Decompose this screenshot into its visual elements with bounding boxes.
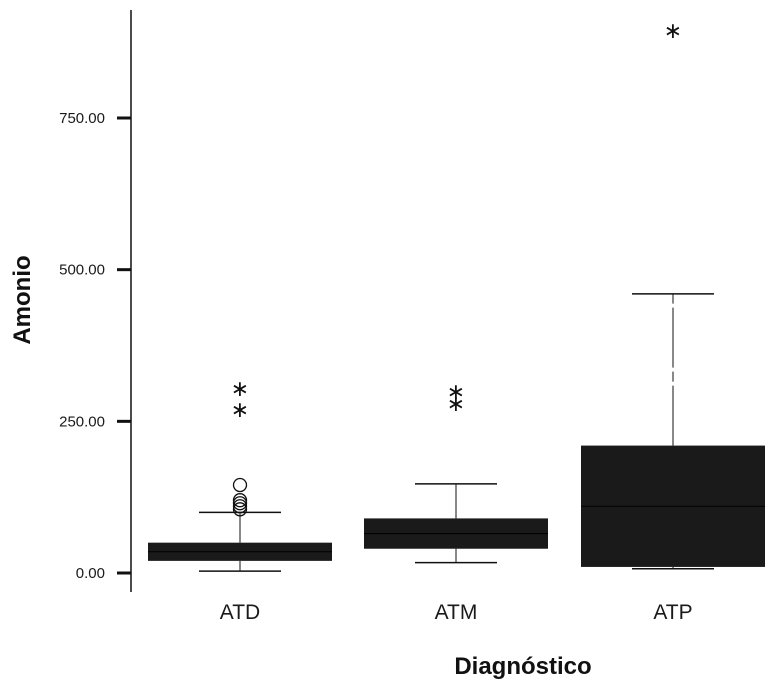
box-group-atd: ∗∗ ATD	[148, 377, 332, 624]
outlier-asterisk: ∗	[231, 377, 249, 402]
y-tick-label: 750.00	[59, 110, 105, 127]
y-tick-label: 250.00	[59, 413, 105, 430]
outlier-circle	[232, 496, 248, 511]
x-category-label: ATP	[653, 601, 692, 624]
outlier-asterisk: ∗	[447, 392, 465, 417]
axes-layer: 0.00 250.00 500.00 750.00	[59, 10, 132, 592]
y-axis-title: Amonio	[9, 255, 36, 344]
outlier-asterisk: ∗	[231, 398, 249, 423]
y-tick-label: 500.00	[59, 262, 105, 279]
outlier-circle	[232, 477, 248, 493]
x-axis-title: Diagnóstico	[454, 653, 591, 680]
outlier-asterisk: ∗	[664, 19, 682, 44]
x-category-label: ATD	[220, 601, 260, 624]
outlier-circle	[232, 499, 248, 514]
outlier-circle	[232, 502, 248, 517]
y-tick-label: 0.00	[76, 565, 105, 582]
box-group-atp: ∗ ATP	[581, 19, 765, 624]
box-group-atm: ∗∗ ATM	[364, 380, 548, 624]
outlier-asterisk: ∗	[447, 380, 465, 405]
x-category-label: ATM	[435, 601, 478, 624]
outlier-circle	[232, 493, 248, 508]
boxes-layer: ∗∗ATD∗∗ATM∗ATP	[148, 19, 765, 624]
